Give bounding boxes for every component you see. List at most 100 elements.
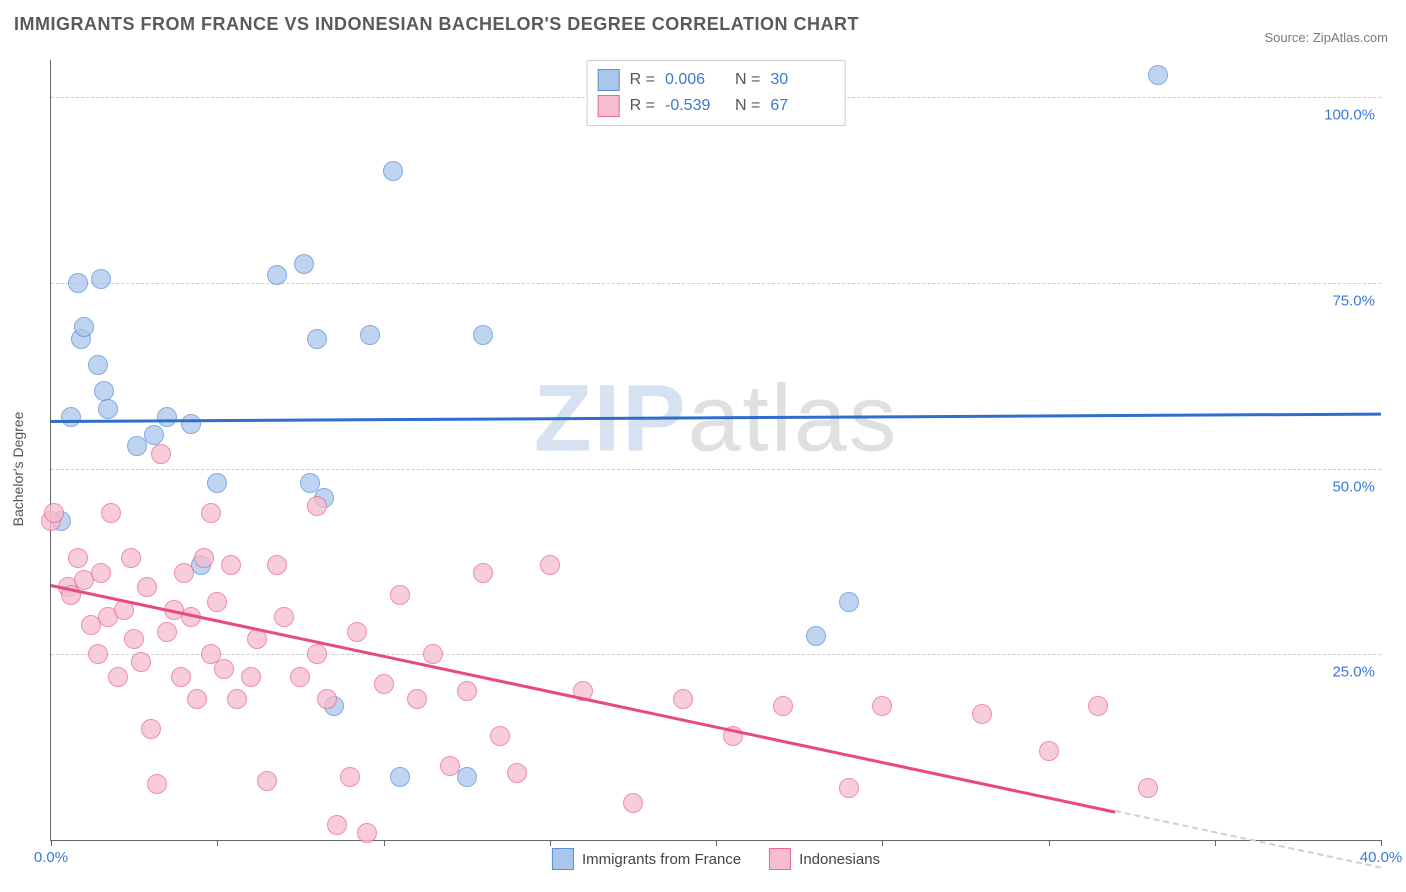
source-label: Source: bbox=[1264, 30, 1312, 45]
trend-line bbox=[51, 584, 1116, 813]
data-point-indonesians bbox=[247, 629, 267, 649]
legend-r-label: R = bbox=[630, 71, 655, 89]
legend-item-france: Immigrants from France bbox=[552, 848, 741, 870]
gridline-h bbox=[51, 654, 1381, 655]
x-tick bbox=[882, 840, 883, 846]
data-point-indonesians bbox=[290, 667, 310, 687]
data-point-indonesians bbox=[423, 644, 443, 664]
chart-title: IMMIGRANTS FROM FRANCE VS INDONESIAN BAC… bbox=[14, 14, 859, 35]
data-point-france bbox=[839, 592, 859, 612]
data-point-indonesians bbox=[357, 823, 377, 843]
data-point-indonesians bbox=[257, 771, 277, 791]
data-point-indonesians bbox=[131, 652, 151, 672]
data-point-france bbox=[98, 399, 118, 419]
data-point-indonesians bbox=[507, 763, 527, 783]
plot-area: ZIPatlas R =0.006N =30R =-0.539N =67 Imm… bbox=[50, 60, 1381, 841]
legend-n-value: 30 bbox=[770, 71, 830, 89]
data-point-indonesians bbox=[490, 726, 510, 746]
data-point-france bbox=[360, 325, 380, 345]
data-point-indonesians bbox=[88, 644, 108, 664]
data-point-france bbox=[91, 269, 111, 289]
x-tick bbox=[550, 840, 551, 846]
x-tick bbox=[1381, 840, 1382, 846]
data-point-france bbox=[157, 407, 177, 427]
data-point-indonesians bbox=[1088, 696, 1108, 716]
data-point-indonesians bbox=[457, 681, 477, 701]
data-point-france bbox=[207, 473, 227, 493]
data-point-indonesians bbox=[390, 585, 410, 605]
data-point-france bbox=[294, 254, 314, 274]
legend-label: Immigrants from France bbox=[582, 851, 741, 868]
x-tick bbox=[217, 840, 218, 846]
data-point-indonesians bbox=[972, 704, 992, 724]
x-tick-label: 0.0% bbox=[34, 849, 68, 866]
data-point-indonesians bbox=[473, 563, 493, 583]
data-point-france bbox=[473, 325, 493, 345]
data-point-indonesians bbox=[839, 778, 859, 798]
data-point-indonesians bbox=[347, 622, 367, 642]
data-point-france bbox=[94, 381, 114, 401]
data-point-indonesians bbox=[187, 689, 207, 709]
data-point-france bbox=[307, 329, 327, 349]
data-point-indonesians bbox=[317, 689, 337, 709]
data-point-indonesians bbox=[108, 667, 128, 687]
data-point-indonesians bbox=[157, 622, 177, 642]
legend-r-value: -0.539 bbox=[665, 97, 725, 115]
legend-r-value: 0.006 bbox=[665, 71, 725, 89]
data-point-indonesians bbox=[1138, 778, 1158, 798]
data-point-indonesians bbox=[137, 577, 157, 597]
data-point-indonesians bbox=[673, 689, 693, 709]
data-point-france bbox=[1148, 65, 1168, 85]
data-point-indonesians bbox=[307, 496, 327, 516]
data-point-france bbox=[68, 273, 88, 293]
legend-swatch bbox=[552, 848, 574, 870]
source-link[interactable]: ZipAtlas.com bbox=[1313, 30, 1388, 45]
legend-n-label: N = bbox=[735, 97, 760, 115]
legend-n-label: N = bbox=[735, 71, 760, 89]
data-point-indonesians bbox=[241, 667, 261, 687]
data-point-indonesians bbox=[101, 503, 121, 523]
data-point-indonesians bbox=[307, 644, 327, 664]
y-tick-label: 100.0% bbox=[1324, 107, 1375, 124]
data-point-indonesians bbox=[147, 774, 167, 794]
data-point-indonesians bbox=[540, 555, 560, 575]
trend-line bbox=[51, 413, 1381, 423]
data-point-indonesians bbox=[221, 555, 241, 575]
data-point-indonesians bbox=[407, 689, 427, 709]
data-point-indonesians bbox=[340, 767, 360, 787]
x-tick bbox=[1215, 840, 1216, 846]
data-point-indonesians bbox=[124, 629, 144, 649]
data-point-indonesians bbox=[201, 503, 221, 523]
series-legend: Immigrants from France Indonesians bbox=[552, 848, 880, 870]
chart-container: Bachelor's Degree ZIPatlas R =0.006N =30… bbox=[0, 46, 1406, 892]
data-point-indonesians bbox=[174, 563, 194, 583]
data-point-indonesians bbox=[44, 503, 64, 523]
data-point-indonesians bbox=[440, 756, 460, 776]
data-point-indonesians bbox=[91, 563, 111, 583]
data-point-indonesians bbox=[1039, 741, 1059, 761]
data-point-indonesians bbox=[327, 815, 347, 835]
x-tick bbox=[384, 840, 385, 846]
data-point-indonesians bbox=[214, 659, 234, 679]
legend-item-indonesians: Indonesians bbox=[769, 848, 880, 870]
legend-row-indonesians: R =-0.539N =67 bbox=[598, 93, 831, 119]
data-point-indonesians bbox=[151, 444, 171, 464]
data-point-france bbox=[267, 265, 287, 285]
data-point-indonesians bbox=[141, 719, 161, 739]
data-point-france bbox=[144, 425, 164, 445]
data-point-indonesians bbox=[374, 674, 394, 694]
source-attribution: Source: ZipAtlas.com bbox=[1264, 30, 1388, 45]
data-point-indonesians bbox=[121, 548, 141, 568]
data-point-france bbox=[61, 407, 81, 427]
data-point-france bbox=[181, 414, 201, 434]
data-point-france bbox=[88, 355, 108, 375]
y-tick-label: 75.0% bbox=[1332, 292, 1375, 309]
data-point-indonesians bbox=[773, 696, 793, 716]
data-point-indonesians bbox=[171, 667, 191, 687]
gridline-h bbox=[51, 469, 1381, 470]
y-tick-label: 25.0% bbox=[1332, 664, 1375, 681]
x-tick bbox=[1049, 840, 1050, 846]
y-axis-label: Bachelor's Degree bbox=[10, 412, 26, 527]
legend-n-value: 67 bbox=[770, 97, 830, 115]
data-point-indonesians bbox=[267, 555, 287, 575]
